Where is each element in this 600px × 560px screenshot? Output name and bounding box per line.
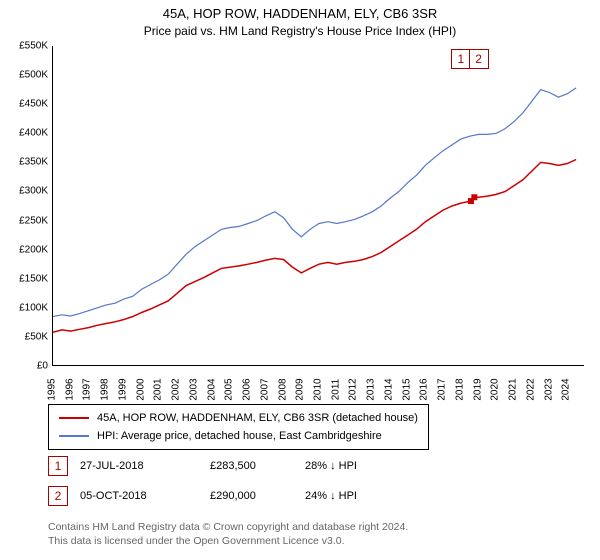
price-row-0: 1 27-JUL-2018 £283,500 28% ↓ HPI bbox=[48, 454, 425, 478]
price-hpi-1: 24% ↓ HPI bbox=[305, 490, 425, 502]
price-date-1: 05-OCT-2018 bbox=[80, 490, 210, 502]
page-root: 45A, HOP ROW, HADDENHAM, ELY, CB6 3SR Pr… bbox=[0, 0, 600, 560]
x-tick-label: 2017 bbox=[437, 378, 448, 400]
price-date-0: 27-JUL-2018 bbox=[80, 460, 210, 472]
x-tick-label: 2018 bbox=[454, 378, 465, 400]
x-tick-label: 2006 bbox=[242, 378, 253, 400]
y-tick-label: £0 bbox=[4, 361, 48, 372]
x-tick-label: 2007 bbox=[259, 378, 270, 400]
x-tick-label: 2020 bbox=[490, 378, 501, 400]
x-tick-label: 1996 bbox=[64, 378, 75, 400]
x-tick-label: 2019 bbox=[472, 378, 483, 400]
price-rows: 1 27-JUL-2018 £283,500 28% ↓ HPI 2 05-OC… bbox=[48, 454, 425, 514]
callout-box: 2 bbox=[469, 49, 489, 69]
price-hpi-0: 28% ↓ HPI bbox=[305, 460, 425, 472]
y-tick-label: £400K bbox=[4, 128, 48, 139]
y-tick-label: £500K bbox=[4, 70, 48, 81]
x-tick-label: 1997 bbox=[82, 378, 93, 400]
chart-title: 45A, HOP ROW, HADDENHAM, ELY, CB6 3SR bbox=[0, 6, 600, 21]
series-line bbox=[53, 160, 576, 333]
y-tick-label: £350K bbox=[4, 157, 48, 168]
y-tick-label: £300K bbox=[4, 186, 48, 197]
y-tick-label: £450K bbox=[4, 99, 48, 110]
legend-row-0: 45A, HOP ROW, HADDENHAM, ELY, CB6 3SR (d… bbox=[59, 409, 418, 427]
price-row-1: 2 05-OCT-2018 £290,000 24% ↓ HPI bbox=[48, 484, 425, 508]
plot-area bbox=[52, 46, 584, 366]
x-tick-label: 1999 bbox=[117, 378, 128, 400]
x-tick-label: 2012 bbox=[348, 378, 359, 400]
license-line2: This data is licensed under the Open Gov… bbox=[48, 534, 408, 548]
x-tick-label: 2000 bbox=[135, 378, 146, 400]
legend-row-1: HPI: Average price, detached house, East… bbox=[59, 427, 418, 445]
x-tick-label: 2011 bbox=[330, 379, 341, 401]
price-value-1: £290,000 bbox=[210, 490, 305, 502]
x-tick-label: 2005 bbox=[224, 378, 235, 400]
price-value-0: £283,500 bbox=[210, 460, 305, 472]
y-tick-label: £100K bbox=[4, 302, 48, 313]
y-tick-label: £150K bbox=[4, 273, 48, 284]
chart-subtitle: Price paid vs. HM Land Registry's House … bbox=[0, 24, 600, 38]
x-tick-label: 2015 bbox=[401, 378, 412, 400]
y-tick-label: £250K bbox=[4, 215, 48, 226]
license-line1: Contains HM Land Registry data © Crown c… bbox=[48, 520, 408, 534]
x-tick-label: 2001 bbox=[153, 378, 164, 400]
legend-swatch-0 bbox=[59, 417, 89, 419]
series-line bbox=[53, 88, 576, 317]
x-tick-label: 1998 bbox=[100, 378, 111, 400]
plot-svg bbox=[53, 46, 585, 366]
legend: 45A, HOP ROW, HADDENHAM, ELY, CB6 3SR (d… bbox=[48, 404, 429, 450]
x-tick-label: 2016 bbox=[419, 378, 430, 400]
x-tick-label: 2023 bbox=[543, 378, 554, 400]
x-tick-label: 2014 bbox=[383, 378, 394, 400]
y-tick-label: £50K bbox=[4, 331, 48, 342]
x-tick-label: 2009 bbox=[295, 378, 306, 400]
x-tick-label: 2004 bbox=[206, 378, 217, 400]
x-tick-label: 2013 bbox=[366, 378, 377, 400]
x-tick-label: 2024 bbox=[561, 378, 572, 400]
x-tick-label: 1995 bbox=[47, 378, 58, 400]
marker-box-1: 2 bbox=[48, 486, 68, 506]
x-tick-label: 2003 bbox=[188, 378, 199, 400]
x-tick-label: 2002 bbox=[171, 378, 182, 400]
y-tick-label: £200K bbox=[4, 244, 48, 255]
license-text: Contains HM Land Registry data © Crown c… bbox=[48, 520, 408, 548]
y-tick-label: £550K bbox=[4, 41, 48, 52]
legend-label-1: HPI: Average price, detached house, East… bbox=[97, 430, 382, 442]
legend-swatch-1 bbox=[59, 435, 89, 437]
x-tick-label: 2021 bbox=[508, 378, 519, 400]
x-tick-label: 2008 bbox=[277, 378, 288, 400]
x-tick-label: 2010 bbox=[313, 378, 324, 400]
x-tick-label: 2022 bbox=[525, 378, 536, 400]
legend-label-0: 45A, HOP ROW, HADDENHAM, ELY, CB6 3SR (d… bbox=[97, 412, 418, 424]
marker-box-0: 1 bbox=[48, 456, 68, 476]
callout-marker bbox=[471, 194, 477, 200]
